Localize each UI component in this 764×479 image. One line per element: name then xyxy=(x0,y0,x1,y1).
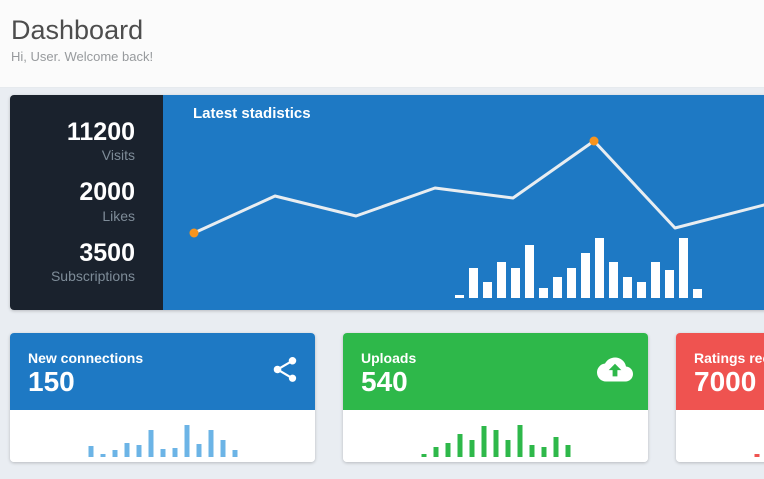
mini-bar-chart xyxy=(754,425,764,457)
stat-label: Visits xyxy=(101,147,135,164)
chart-title: Latest stadistics xyxy=(193,105,311,122)
card-uploads: Uploads 540 xyxy=(343,333,648,462)
card-title: New connections xyxy=(28,350,144,366)
card-header: New connections 150 xyxy=(10,333,315,410)
card-mini-chart-area xyxy=(676,410,764,462)
stat-value: 2000 xyxy=(79,178,135,207)
stat-likes: 2000 Likes xyxy=(10,178,135,224)
card-title: Uploads xyxy=(361,350,417,366)
page-subtitle: Hi, User. Welcome back! xyxy=(11,48,154,64)
metric-cards-row: New connections 150 Uploads 540 xyxy=(10,333,764,462)
stat-subscriptions: 3500 Subscriptions xyxy=(10,238,135,284)
page-title: Dashboard xyxy=(11,15,144,45)
content: 11200 Visits 2000 Likes 3500 Subscriptio… xyxy=(0,88,764,462)
cloud-upload-icon[interactable] xyxy=(597,356,633,387)
bar-chart xyxy=(455,238,702,298)
card-ratings-received: Ratings received 7000 xyxy=(676,333,764,462)
card-mini-chart-area xyxy=(10,410,315,462)
card-header: Uploads 540 xyxy=(343,333,648,410)
stat-value: 11200 xyxy=(66,118,135,147)
share-icon[interactable] xyxy=(270,354,300,389)
card-value: 540 xyxy=(361,366,408,397)
stats-summary: 11200 Visits 2000 Likes 3500 Subscriptio… xyxy=(10,95,163,310)
card-value: 150 xyxy=(28,366,75,397)
card-value: 7000 xyxy=(694,366,757,397)
mini-bar-chart xyxy=(421,425,570,457)
card-mini-chart-area xyxy=(343,410,648,462)
statistics-chart-area: Latest stadistics xyxy=(163,95,764,310)
stat-label: Subscriptions xyxy=(50,267,135,284)
card-new-connections: New connections 150 xyxy=(10,333,315,462)
stat-label: Likes xyxy=(102,207,135,224)
page-header: Dashboard Hi, User. Welcome back! xyxy=(0,0,764,88)
stats-panel: 11200 Visits 2000 Likes 3500 Subscriptio… xyxy=(10,95,764,310)
stat-visits: 11200 Visits xyxy=(10,118,135,164)
mini-bar-chart xyxy=(88,425,237,457)
stat-value: 3500 xyxy=(79,238,135,267)
line-chart xyxy=(189,136,764,238)
card-title: Ratings received xyxy=(694,350,764,366)
card-header: Ratings received 7000 xyxy=(676,333,764,410)
